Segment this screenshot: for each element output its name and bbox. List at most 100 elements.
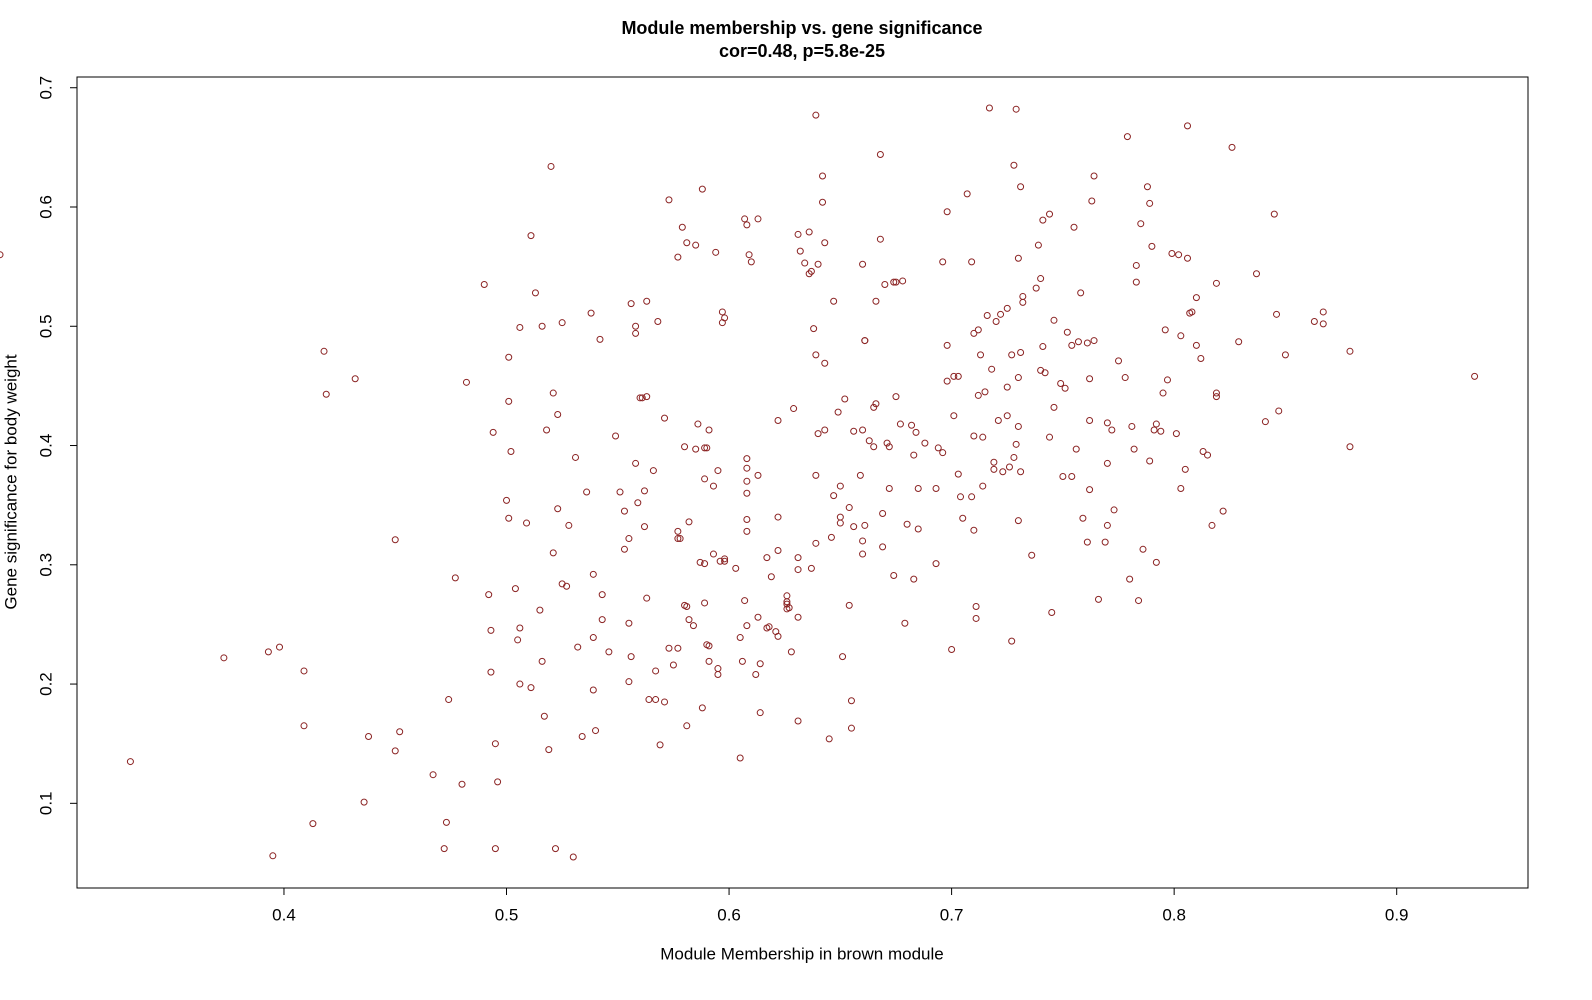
point (1121, 374, 1129, 382)
point (1135, 597, 1143, 605)
point (714, 671, 722, 679)
point (899, 277, 907, 285)
point (827, 533, 835, 541)
point (807, 267, 815, 275)
point (1199, 447, 1207, 455)
point (794, 717, 802, 725)
point (819, 198, 827, 206)
point (910, 451, 918, 459)
point (979, 433, 987, 441)
y-axis-label: Gene significance for body weight (1, 354, 20, 609)
point (796, 247, 804, 255)
point (974, 391, 982, 399)
point (649, 467, 657, 475)
point (943, 208, 951, 216)
point (1108, 426, 1116, 434)
point (1212, 389, 1220, 397)
point (850, 523, 858, 531)
point (1188, 308, 1196, 316)
point (1219, 507, 1227, 515)
point (1275, 407, 1283, 415)
point (1014, 422, 1022, 430)
point (322, 390, 330, 398)
point (932, 484, 940, 492)
point (988, 365, 996, 373)
point (752, 671, 760, 679)
point (625, 619, 633, 627)
point (1252, 270, 1260, 278)
point (970, 432, 978, 440)
point (876, 235, 884, 243)
point (365, 733, 373, 741)
point (1039, 343, 1047, 351)
point (669, 661, 677, 669)
point (1061, 384, 1069, 392)
point (1184, 254, 1192, 262)
point (845, 601, 853, 609)
point (1012, 440, 1020, 448)
point (705, 642, 713, 650)
point (627, 300, 635, 308)
point (850, 427, 858, 435)
y-tick-label: 0.3 (36, 553, 55, 577)
point (856, 471, 864, 479)
point (491, 740, 499, 748)
point (1086, 375, 1094, 383)
point (678, 223, 686, 231)
point (1132, 278, 1140, 286)
point (220, 654, 228, 662)
point (954, 470, 962, 478)
point (643, 594, 651, 602)
point (774, 416, 782, 424)
point (1146, 199, 1154, 207)
point (1010, 453, 1018, 461)
point (360, 798, 368, 806)
point (834, 408, 842, 416)
point (790, 405, 798, 413)
point (676, 535, 684, 543)
point (1014, 517, 1022, 525)
point (992, 317, 1000, 325)
point (516, 323, 524, 331)
point (756, 709, 764, 717)
point (901, 619, 909, 627)
point (1068, 341, 1076, 349)
point (736, 634, 744, 642)
point (1157, 427, 1165, 435)
point (1175, 251, 1183, 259)
point (1094, 595, 1102, 603)
point (1012, 105, 1020, 113)
point (1086, 416, 1094, 424)
point (558, 319, 566, 327)
point (841, 395, 849, 403)
point (794, 613, 802, 621)
point (794, 554, 802, 562)
point (1273, 310, 1281, 318)
point (939, 449, 947, 457)
point (1137, 220, 1145, 228)
point (814, 260, 822, 268)
y-tick-label: 0.2 (36, 672, 55, 696)
point (977, 351, 985, 359)
point (507, 447, 515, 455)
point (598, 616, 606, 624)
point (554, 411, 562, 419)
point (732, 564, 740, 572)
point (1161, 326, 1169, 334)
point (0, 251, 4, 259)
point (696, 558, 704, 566)
point (126, 758, 134, 766)
point (774, 632, 782, 640)
point (934, 444, 942, 452)
point (1212, 279, 1220, 287)
point (774, 546, 782, 554)
point (743, 515, 751, 523)
point (859, 550, 867, 558)
point (640, 487, 648, 495)
point (1019, 298, 1027, 306)
point (643, 297, 651, 305)
point (1192, 341, 1200, 349)
x-tick-label: 0.9 (1385, 905, 1409, 924)
point (1063, 328, 1071, 336)
point (587, 309, 595, 317)
